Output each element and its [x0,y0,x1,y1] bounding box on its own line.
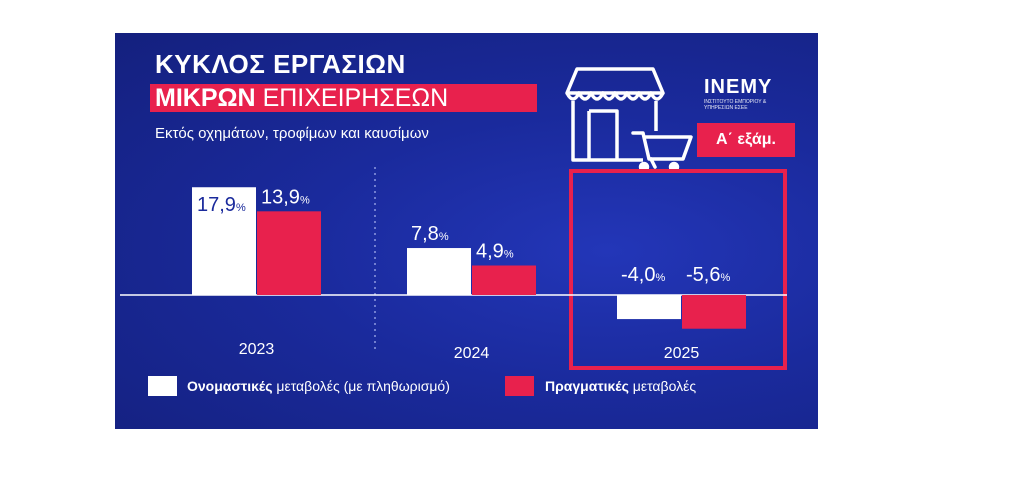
legend-nominal-rest: μεταβολές (με πληθωρισμό) [276,378,450,394]
logo-tagline: ΙΝΣΤΙΤΟΥΤΟ ΕΜΠΟΡΙΟΥ & ΥΠΗΡΕΣΙΩΝ ΕΣΕΕ [704,99,767,111]
infographic-card: 17,9% 13,9% 2023 7,8% 4,9% 2024 -4,0% -5,6% 2025… [115,33,818,429]
bar-2023-nominal [192,187,256,295]
data-label-2025-real: -5,6% [686,264,730,286]
legend-nominal-bold: Ονομαστικές [187,378,273,394]
data-label-2023-nominal: 17,9% [197,194,246,216]
legend-swatch-nominal [148,376,177,396]
bar-2025-real [682,295,746,329]
legend: Ονομαστικές μεταβολές (με πληθωρισμό) Πρ… [115,371,818,403]
data-label-2025-nominal: -4,0% [621,264,665,286]
legend-label-nominal: Ονομαστικές μεταβολές (με πληθωρισμό) [187,378,450,394]
logo-name: INEMY [704,76,773,98]
bar-2023-real [257,211,321,295]
bar-2024-nominal [407,248,471,295]
data-label-2024-real: 4,9% [476,241,514,263]
bar-2025-nominal [617,295,681,320]
legend-real-bold: Πραγματικές [545,378,629,394]
title-line2-bold: ΜΙΚΡΩΝ [155,84,256,112]
data-label-2023-real: 13,9% [261,186,310,208]
legend-label-real: Πραγματικές μεταβολές [545,378,696,394]
subtitle: Εκτός οχημάτων, τροφίμων και καυσίμων [155,125,429,142]
bar-chart: 17,9% 13,9% 2023 7,8% 4,9% 2024 -4,0% -5,6% 2025 [120,67,787,370]
legend-swatch-real [505,376,534,396]
category-label-2025: 2025 [664,345,700,362]
title-highlight-bar [150,84,537,112]
shop-icon [565,67,665,162]
data-label-2024-nominal: 7,8% [411,223,449,245]
category-label-2023: 2023 [239,341,275,358]
title-line1: ΚΥΚΛΟΣ ΕΡΓΑΣΙΩΝ [155,49,406,79]
title-line2-rest: ΕΠΙΧΕΙΡΗΣΕΩΝ [262,84,449,112]
shopping-cart-icon [631,131,693,173]
category-label-2024: 2024 [454,345,490,362]
bar-2024-real [472,265,536,295]
period-badge: Α΄ εξάμ. [697,123,795,157]
inemy-logo: INEMY ΙΝΣΤΙΤΟΥΤΟ ΕΜΠΟΡΙΟΥ & ΥΠΗΡΕΣΙΩΝ ΕΣ… [704,77,779,111]
title-line2: ΜΙΚΡΩΝ ΕΠΙΧΕΙΡΗΣΕΩΝ [155,84,448,112]
highlight-box-2025 [569,169,787,370]
legend-real-rest: μεταβολές [632,378,697,394]
